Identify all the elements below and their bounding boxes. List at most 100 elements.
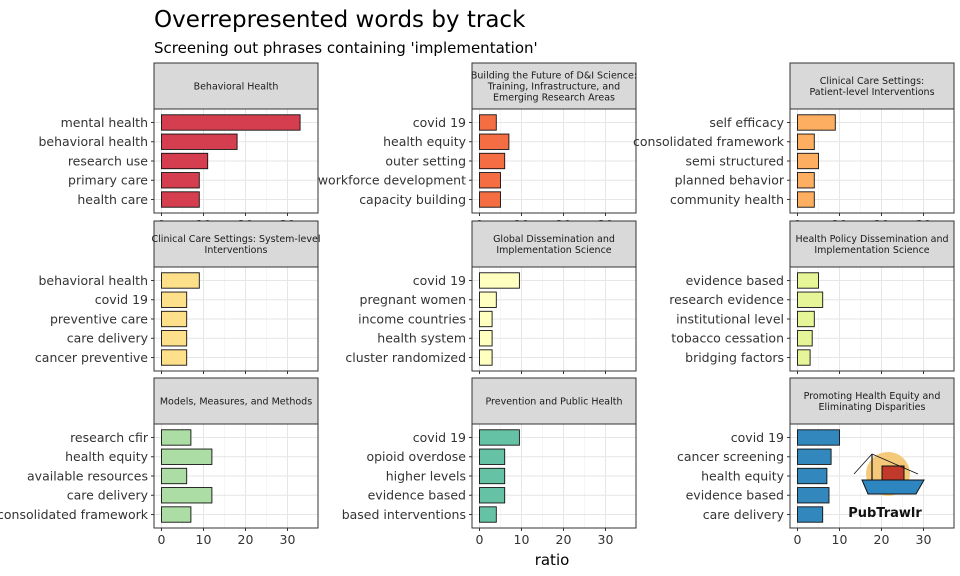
bar [479,152,506,170]
bar [797,429,840,446]
bar [161,152,209,170]
bar [797,310,815,328]
y-tick-label: behavioral health [38,134,148,149]
y-tick-label: primary care [68,173,148,188]
x-tick-label: 0 [794,532,802,547]
bar [161,133,238,150]
y-tick-label: research use [68,153,148,168]
facet-panel: Models, Measures, and Methods research cf… [0,377,319,547]
x-tick-label: 20 [556,532,572,547]
y-tick-label: available resources [27,468,148,483]
bar [161,114,301,131]
bar [797,291,824,308]
y-tick-label: care delivery [67,331,149,346]
bar [797,172,815,189]
y-tick-label: covid 19 [95,292,148,307]
y-tick-label: covid 19 [413,115,466,130]
facet-border [153,266,319,372]
bar [479,172,501,189]
y-tick-label: higher levels [386,468,466,483]
facet-strip [789,220,955,268]
y-tick-label: opioid overdose [366,449,466,464]
y-tick-label: capacity building [359,192,466,207]
bar [479,467,506,485]
bar [479,349,493,366]
bar [797,272,819,289]
facet-border [153,108,319,214]
facet-border [789,266,955,372]
y-tick-label: consolidated framework [0,507,149,522]
facet-strip-label: Eliminating Disparities [819,402,926,413]
bar [797,330,813,347]
y-tick-label: pregnant women [360,292,466,307]
bar [161,310,188,328]
y-tick-label: outer setting [385,153,466,168]
boat-rigging-icon [871,453,919,475]
bar [161,448,213,465]
x-tick-label: 10 [832,532,848,547]
logo-text: PubTrawlr [848,506,922,521]
pubtrawlr-logo: PubTrawlr [848,452,925,521]
y-tick-label: evidence based [368,488,466,503]
bar [797,506,824,523]
y-tick-label: behavioral health [38,273,148,288]
facet-strip [471,62,637,110]
x-tick-label: 30 [598,532,614,547]
bar [479,310,493,328]
y-tick-label: planned behavior [675,173,785,188]
y-tick-label: self efficacy [709,115,784,130]
facet-panel: Behavioral Health mental health behavioral… [38,62,319,232]
facet-panel: Prevention and Public Health covid 19 opio… [342,377,637,547]
bar [797,191,815,208]
y-tick-label: preventive care [50,311,148,326]
boat-cabin-icon [881,465,905,481]
y-tick-label: income countries [358,311,466,326]
facet-border [153,423,319,529]
facet-strip [789,62,955,110]
facet-panel: Clinical Care Settings: System-levelInte… [35,220,320,390]
facet-strip-label: Patient-level Interventions [809,87,934,98]
facet-strip [153,62,319,110]
bar [161,172,200,189]
facet-strip-label: Building the Future of D&I Science: [471,71,637,82]
bar [797,152,819,170]
x-tick-label: 10 [196,532,212,547]
facet-strip [153,377,319,425]
y-tick-label: workforce development [318,173,466,188]
y-tick-label: health equity [701,468,784,483]
bar [797,349,811,366]
facet-strip [471,220,637,268]
y-tick-label: covid 19 [413,273,466,288]
bar [161,191,200,208]
bar [479,448,506,465]
y-tick-label: semi structured [686,153,785,168]
x-tick-label: 30 [280,532,296,547]
y-tick-label: research cfir [70,430,149,445]
y-tick-label: cancer preventive [35,350,148,365]
y-tick-label: health equity [383,134,466,149]
y-tick-label: bridging factors [685,350,784,365]
bar [161,349,188,366]
bar [797,133,815,150]
facet-strip-label: Emerging Research Areas [493,93,615,104]
boat-hull-icon [861,479,925,495]
y-tick-label: institutional level [676,311,784,326]
y-tick-label: care delivery [67,488,149,503]
facet-panel: Health Policy Dissemination andImplement… [669,220,955,390]
facet-strip-label: Global Dissemination and [493,234,615,245]
bar [797,114,836,131]
facet-strip-label: Behavioral Health [194,82,279,93]
y-tick-label: evidence based [686,273,784,288]
facet-strip-label: Training, Infrastructure, and [487,82,620,93]
x-tick-label: 20 [874,532,890,547]
y-tick-label: based interventions [342,507,466,522]
bar [479,133,510,150]
y-tick-label: health system [377,331,466,346]
y-tick-label: covid 19 [413,430,466,445]
y-tick-label: community health [670,192,784,207]
y-tick-label: evidence based [686,488,784,503]
bar [479,429,520,446]
y-tick-label: health equity [65,449,148,464]
y-tick-label: research evidence [669,292,784,307]
